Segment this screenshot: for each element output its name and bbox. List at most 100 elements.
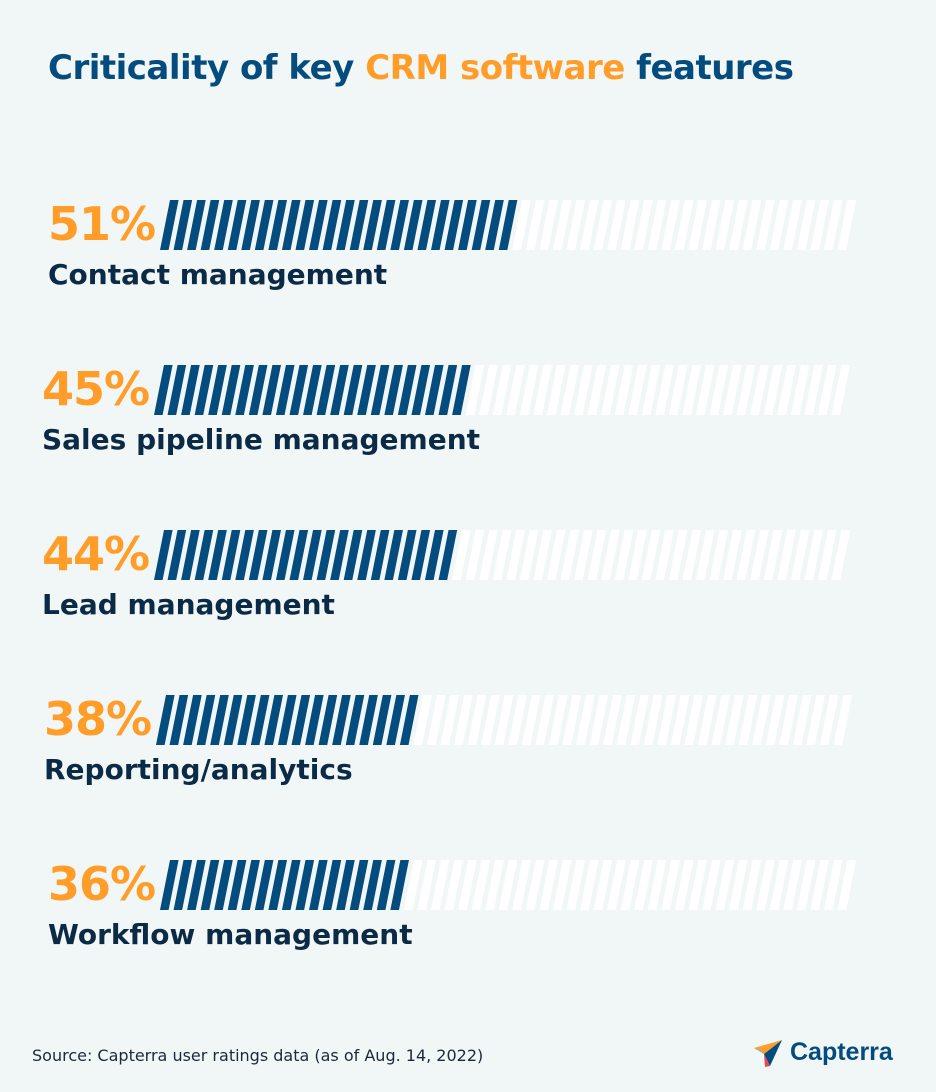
bar-segment-filled <box>173 860 193 910</box>
bar-segment-empty <box>837 200 857 250</box>
bar-segment-filled <box>289 365 309 415</box>
bar-segment-filled <box>167 365 187 415</box>
bar-segment-empty <box>804 365 823 415</box>
bar-segment-empty <box>837 860 857 910</box>
bar-segment-empty <box>498 860 518 910</box>
bar-segment-filled <box>322 200 342 250</box>
bar-segment-empty <box>779 695 798 745</box>
bar-segment-empty <box>810 860 829 910</box>
bar-segment-filled <box>417 200 437 250</box>
bar-segment-filled <box>268 200 287 250</box>
bar-segment-empty <box>696 530 715 580</box>
bar-segment-filled <box>227 860 247 910</box>
bar-segment-empty <box>831 530 851 580</box>
bar-segment-filled <box>384 365 403 415</box>
bar-segment-empty <box>742 860 762 910</box>
bar-segment-empty <box>806 695 825 745</box>
bar-segment-empty <box>562 695 582 745</box>
bar-segment-filled <box>498 200 518 250</box>
bar-segment-empty <box>668 530 688 580</box>
bar-segment-filled <box>167 530 187 580</box>
bar-segment-filled <box>181 365 200 415</box>
bar-segment-filled <box>316 530 336 580</box>
bar-segment-filled <box>275 365 295 415</box>
bar-segment-empty <box>792 695 812 745</box>
bar-segment-empty <box>452 530 471 580</box>
bar-segment-filled <box>154 365 173 415</box>
bar-segment-empty <box>765 695 785 745</box>
bar-segment-empty <box>674 860 694 910</box>
bar-segment-empty <box>711 695 731 745</box>
bar-segment-empty <box>725 695 744 745</box>
bar-segment-empty <box>698 695 717 745</box>
bar-track <box>154 530 851 580</box>
bar-segment-filled <box>363 200 382 250</box>
bar-segment-filled <box>241 860 260 910</box>
bar-segment-filled <box>196 695 216 745</box>
bar-segment-filled <box>357 530 376 580</box>
bar-segment-filled <box>343 530 363 580</box>
bar-segment-empty <box>580 200 599 250</box>
category-label: Lead management <box>42 588 335 621</box>
bar-segment-filled <box>154 530 173 580</box>
bar-segment-empty <box>817 530 837 580</box>
bar-segment-empty <box>696 365 715 415</box>
bar-track <box>160 200 857 250</box>
bar-segment-filled <box>241 200 260 250</box>
bar-segment-empty <box>614 530 634 580</box>
bar-segment-empty <box>546 365 566 415</box>
bar-segment-filled <box>376 860 396 910</box>
bar-segment-filled <box>200 200 220 250</box>
bar-segment-filled <box>254 860 274 910</box>
value-label: 44% <box>42 527 150 581</box>
bar-segment-filled <box>200 860 220 910</box>
bar-segment-empty <box>783 200 802 250</box>
bar-segment-filled <box>194 365 214 415</box>
bar-segment-empty <box>519 530 539 580</box>
bar-segment-empty <box>587 530 607 580</box>
bar-segment-empty <box>833 695 853 745</box>
bar-segment-filled <box>411 530 431 580</box>
bar-segment-empty <box>525 860 545 910</box>
bar-track <box>160 860 857 910</box>
bar-segment-filled <box>214 200 233 250</box>
bar-segment-filled <box>275 530 295 580</box>
bar-segment-filled <box>336 860 355 910</box>
bar-segment-empty <box>512 860 531 910</box>
bar-segment-filled <box>169 695 189 745</box>
title-highlight: CRM software <box>365 48 625 88</box>
bar-segment-filled <box>384 530 403 580</box>
value-label: 38% <box>44 692 152 746</box>
bar-segment-empty <box>831 365 851 415</box>
bar-segment-empty <box>539 200 558 250</box>
bar-segment-empty <box>702 200 721 250</box>
bar-segment-filled <box>295 200 315 250</box>
bar-segment-filled <box>305 695 324 745</box>
bar-segment-empty <box>810 200 829 250</box>
bar-segment-filled <box>330 365 349 415</box>
bar-segment-filled <box>444 200 464 250</box>
bar-segment-empty <box>763 530 783 580</box>
bar-segment-filled <box>316 365 336 415</box>
bar-segment-empty <box>790 365 810 415</box>
bar-segment-filled <box>452 365 471 415</box>
bar-segment-filled <box>223 695 243 745</box>
bar-segment-filled <box>250 695 270 745</box>
bar-segment-empty <box>589 695 609 745</box>
bar-segment-empty <box>688 860 708 910</box>
bar-segment-empty <box>485 860 504 910</box>
bar-segment-empty <box>657 695 676 745</box>
bar-segment-empty <box>593 200 613 250</box>
bar-segment-empty <box>601 530 620 580</box>
bar-track <box>154 365 851 415</box>
bar-segment-empty <box>492 365 512 415</box>
bar-segment-empty <box>566 860 586 910</box>
bar-segment-empty <box>682 365 702 415</box>
bar-segment-empty <box>603 695 622 745</box>
bar-segment-empty <box>521 695 541 745</box>
bar-segment-empty <box>403 860 423 910</box>
bar-segment-empty <box>738 695 758 745</box>
bar-segment-empty <box>465 530 485 580</box>
bar-segment-empty <box>614 365 634 415</box>
bar-segment-filled <box>156 695 175 745</box>
